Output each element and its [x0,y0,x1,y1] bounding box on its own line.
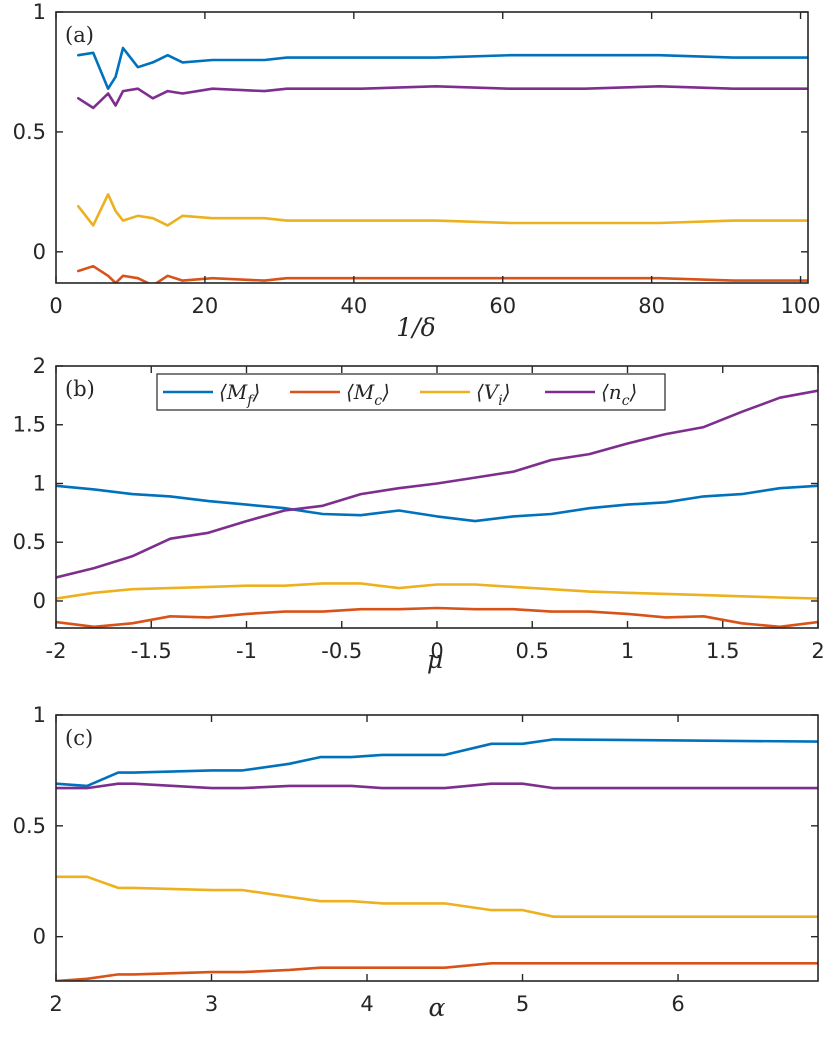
series-line-Mc [56,606,818,628]
series-line-Vi [56,582,818,600]
series-line-Vi [77,193,808,227]
x-axis-label: α [429,993,446,1022]
axes-frame [55,714,819,982]
legend-entry-Vi: ⟨Vi⟩ [476,380,511,409]
series-line-nc [56,389,818,579]
series-line-nc [77,85,808,110]
x-tick-label: 60 [489,294,516,318]
legend-entry-Mc: ⟨Mc⟩ [346,380,390,409]
y-tick-label: 0 [33,240,46,264]
axes-frame [55,11,809,284]
series-line-Mf [56,484,818,523]
x-tick-label: 80 [638,294,665,318]
y-tick-label: 1 [33,471,46,495]
y-tick-label: 0 [33,589,46,613]
panel-c: 2 3 4 5 6 0 0.5 1 (c) α [13,703,819,1022]
panel-label: (b) [65,377,95,401]
x-tick-label: 2 [811,639,824,663]
y-tick-label: 1 [33,0,46,24]
y-tick-label: 1.5 [13,413,46,437]
x-tick-label: -1.5 [131,639,172,663]
x-tick-label: -0.5 [321,639,362,663]
legend: ⟨Mf⟩ ⟨Mc⟩ ⟨Vi⟩ ⟨nc⟩ [156,373,666,411]
y-tick-label: 0.5 [13,120,46,144]
y-tick-label: 1 [33,703,46,727]
x-tick-label: 3 [205,992,218,1016]
x-tick-label: 1.5 [706,639,739,663]
x-tick-label: 40 [340,294,367,318]
x-tick-label: 2 [49,992,62,1016]
x-axis-label: 1/δ [396,313,435,342]
panel-a: 0 20 40 60 80 100 0 0.5 1 (a) 1/δ [13,0,821,342]
x-tick-label: 6 [671,992,684,1016]
x-tick-label: 20 [192,294,219,318]
legend-entry-nc: ⟨nc⟩ [601,380,637,409]
x-tick-label: 5 [516,992,529,1016]
x-axis-label: μ [427,645,443,674]
series-line-Mf [56,738,818,788]
x-tick-label: 0 [49,294,62,318]
x-tick-label: 4 [360,992,373,1016]
series-line-Mc [56,962,818,981]
series-line-Vi [56,875,818,918]
panel-label: (a) [65,23,94,47]
x-tick-label: 0.5 [516,639,549,663]
y-tick-label: 0 [33,925,46,949]
x-tick-label: 100 [781,294,821,318]
y-tick-label: 0.5 [13,530,46,554]
panel-label: (c) [65,726,93,750]
panel-b: -2 -1.5 -1 -0.5 0 0.5 1 1.5 200.511.52(b)μ⟨Mf⟩ ⟨M… [13,354,825,674]
x-tick-label: -2 [46,639,67,663]
series-line-Mc [77,264,808,283]
series-line-nc [56,782,818,790]
y-tick-label: 2 [33,354,46,378]
series-line-Mf [77,46,808,90]
x-tick-label: 0 [430,639,443,663]
x-tick-label: 1 [621,639,634,663]
legend-entry-Mf: ⟨Mf⟩ [219,380,260,409]
x-tick-label: -1 [236,639,257,663]
y-tick-label: 0.5 [13,814,46,838]
